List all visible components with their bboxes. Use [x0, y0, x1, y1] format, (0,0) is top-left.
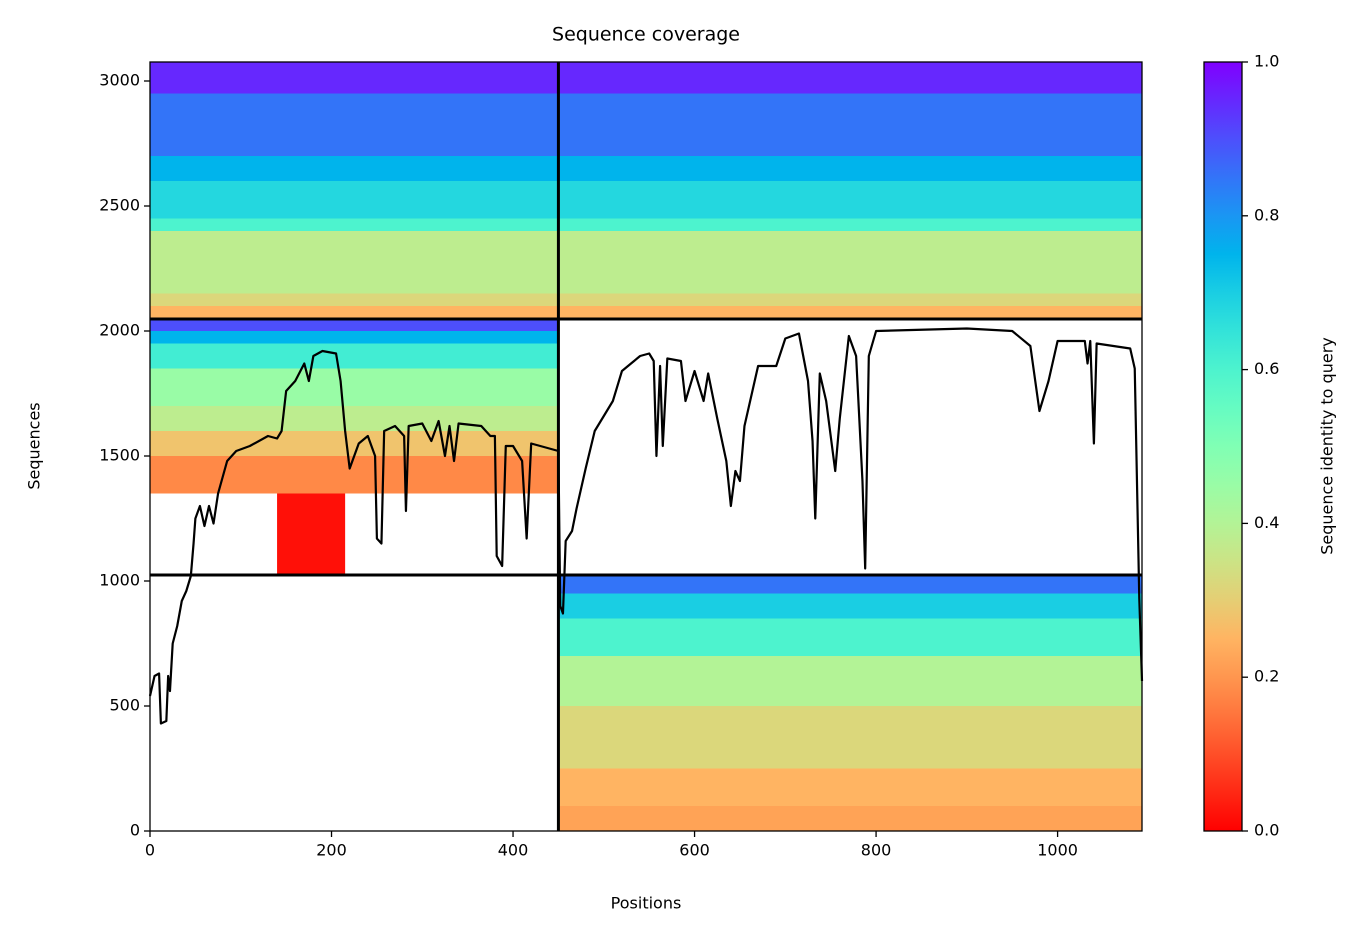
msa-block	[150, 62, 1142, 94]
x-tick-label: 800	[861, 841, 892, 860]
plot-frame	[149, 61, 1143, 832]
msa-block	[558, 706, 1142, 769]
x-tick-label: 0	[145, 841, 155, 860]
msa-block	[150, 306, 1142, 319]
msa-block	[558, 806, 1142, 831]
msa-block	[150, 406, 559, 431]
msa-block	[277, 493, 346, 575]
y-tick-label: 1500	[99, 446, 140, 465]
msa-block	[558, 656, 1142, 706]
chart-title: Sequence coverage	[552, 24, 740, 46]
colorbar-tick-label: 0.4	[1254, 513, 1279, 532]
colorbar-tick-label: 0.2	[1254, 667, 1279, 686]
y-axis-label: Sequences	[25, 402, 44, 489]
msa-block	[150, 293, 1142, 306]
y-tick-label: 0	[130, 821, 140, 840]
y-tick-label: 1000	[99, 571, 140, 590]
x-tick-label: 400	[498, 841, 529, 860]
y-tick-label: 500	[109, 696, 140, 715]
colorbar	[1203, 61, 1243, 832]
x-tick-label: 600	[679, 841, 710, 860]
msa-block	[150, 456, 559, 494]
msa-block	[150, 181, 1142, 219]
coverage-line	[148, 327, 1144, 725]
colorbar-tick-label: 0.0	[1254, 821, 1279, 840]
x-tick-label: 200	[316, 841, 347, 860]
msa-block	[150, 156, 1142, 181]
x-axis-label: Positions	[611, 894, 682, 913]
msa-block	[150, 343, 559, 369]
msa-block	[150, 231, 1142, 294]
msa-block	[558, 768, 1142, 806]
colorbar-tick-label: 1.0	[1254, 52, 1279, 71]
x-tick-label: 1000	[1037, 841, 1078, 860]
y-tick-label: 2500	[99, 196, 140, 215]
msa-block	[558, 618, 1142, 656]
msa-block	[150, 93, 1142, 156]
msa-block	[150, 331, 559, 344]
y-tick-label: 3000	[99, 71, 140, 90]
colorbar-tick-label: 0.8	[1254, 205, 1279, 224]
msa-block	[558, 593, 1142, 619]
y-tick-label: 2000	[99, 321, 140, 340]
msa-block	[150, 218, 1142, 231]
msa-block	[150, 431, 559, 456]
msa-block	[150, 319, 559, 331]
msa-block	[150, 368, 559, 406]
colorbar-tick-label: 0.6	[1254, 359, 1279, 378]
colorbar-label: Sequence identity to query	[1318, 337, 1337, 554]
msa-block	[558, 575, 1142, 594]
